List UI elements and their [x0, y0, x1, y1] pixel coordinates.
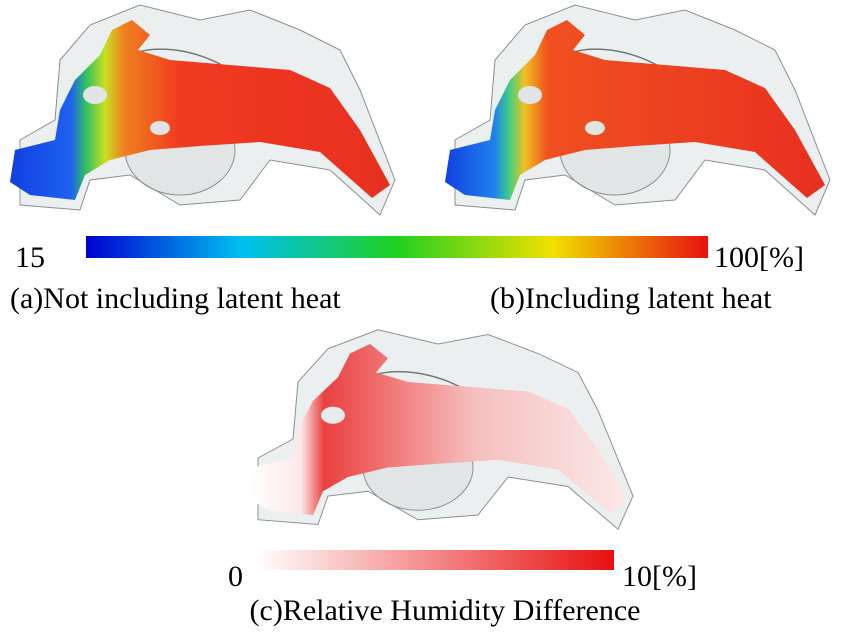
panel-a	[10, 5, 395, 215]
caption: (c)Relative Humidity Difference	[250, 594, 641, 627]
panel-b	[445, 5, 830, 215]
colorbar	[86, 236, 708, 258]
colorbar-max: 100[%]	[714, 241, 804, 274]
caption: (b)Including latent heat	[490, 282, 772, 315]
caption: (a)Not including latent heat	[10, 282, 341, 315]
colorbar-min: 15	[15, 241, 45, 274]
colorbar-min: 0	[228, 560, 243, 593]
panel-c	[248, 330, 633, 530]
colorbar	[256, 550, 614, 570]
colorbar-max: 10[%]	[622, 560, 697, 593]
figure: 15 100[%] (a)Not including latent heat (…	[0, 0, 860, 633]
